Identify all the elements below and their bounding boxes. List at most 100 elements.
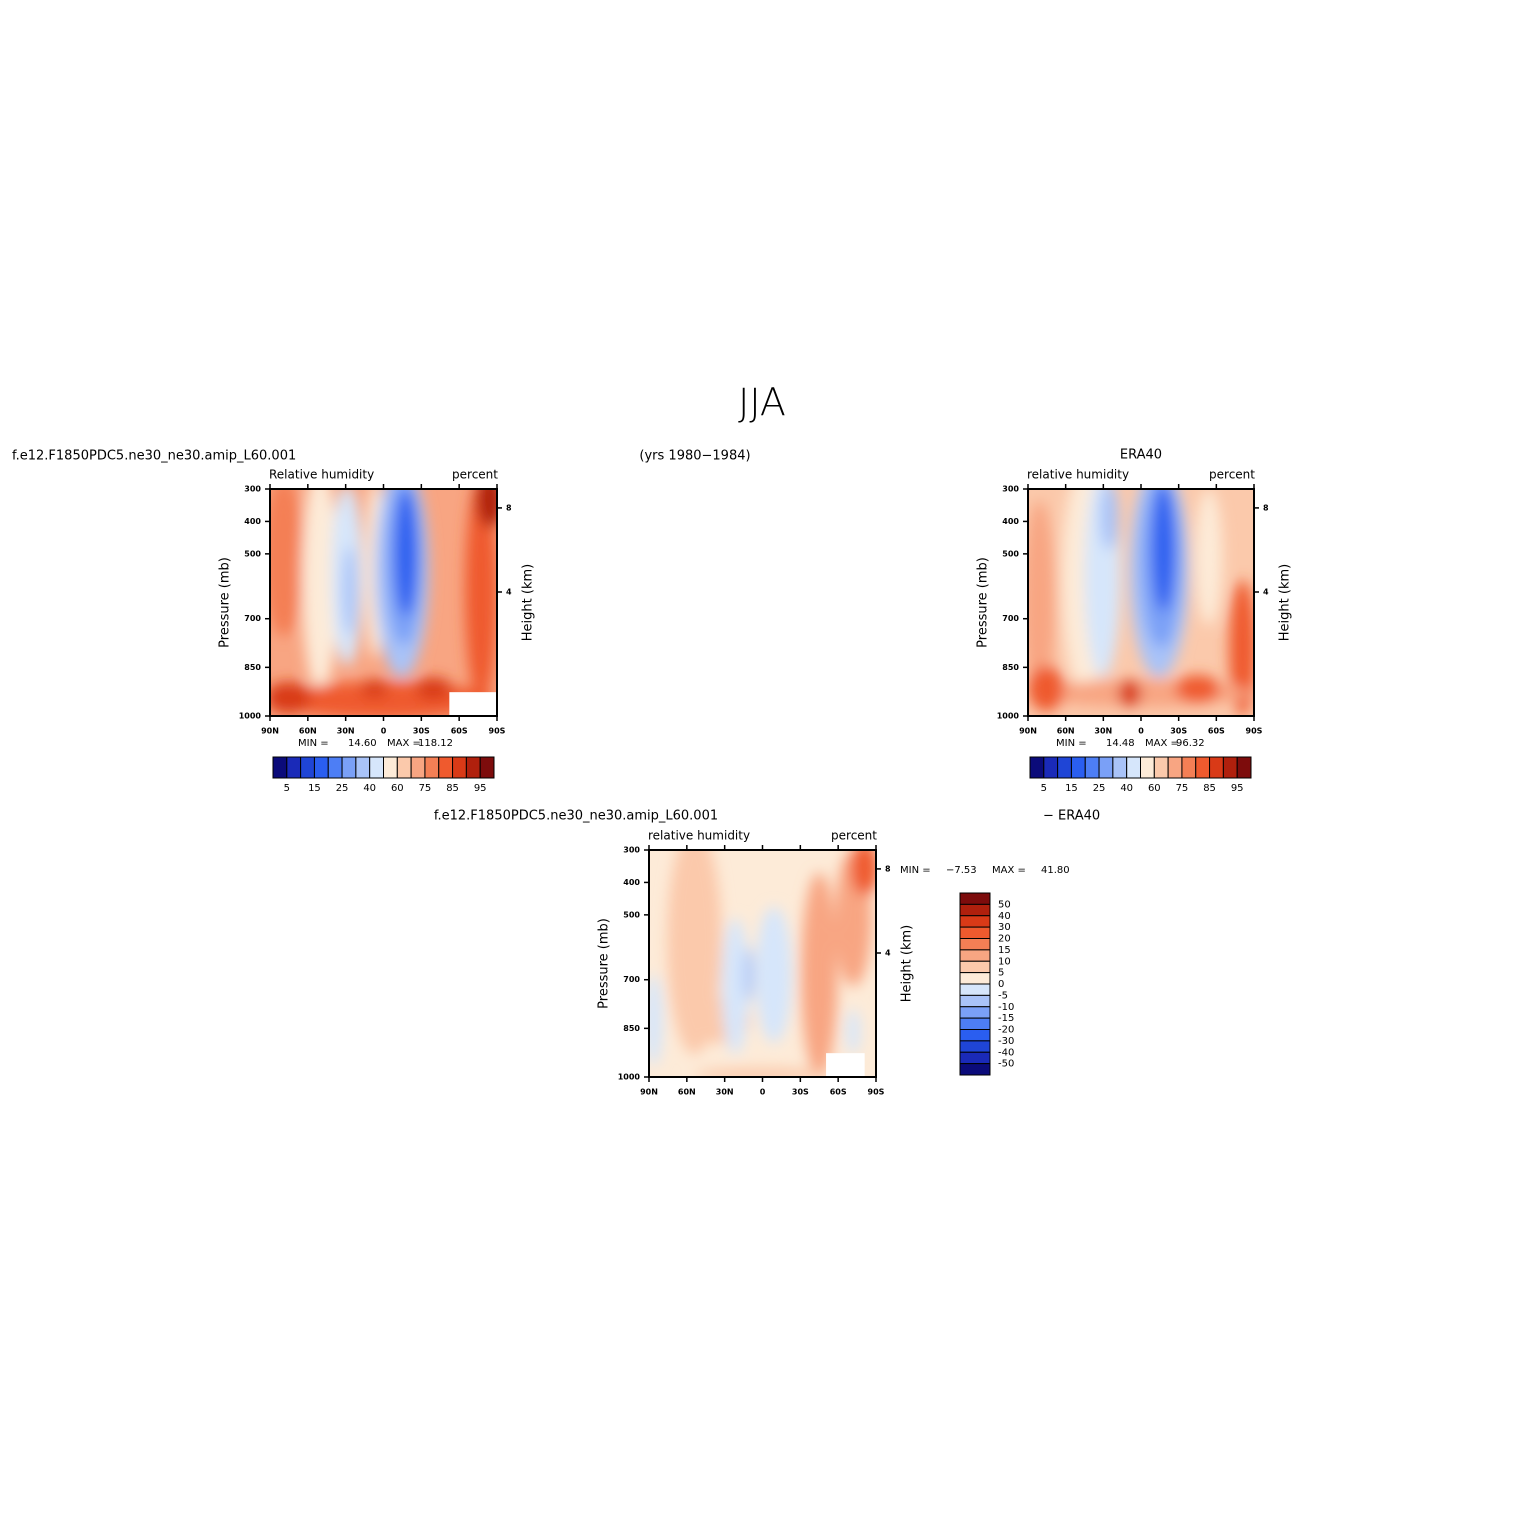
contour-shapes: [270, 489, 497, 716]
x-tick-label: 60N: [678, 1088, 696, 1097]
x-tick-label: 0: [381, 727, 387, 736]
colorbar-label: 85: [1203, 783, 1216, 794]
missing-region: [449, 692, 497, 716]
colorbar-box: [286, 756, 302, 779]
colorbar-label: 5: [284, 783, 290, 794]
colorbar-label: -40: [998, 1047, 1014, 1058]
contour-field: [649, 850, 876, 1077]
colorbar-label: 5: [1041, 783, 1047, 794]
x-tick-label: 30N: [337, 727, 355, 736]
colorbar-box: [959, 1063, 991, 1076]
contour-region: [415, 677, 452, 701]
contour-region: [744, 947, 754, 1003]
contour-region: [476, 489, 497, 528]
y-axis-label: Pressure (mb): [218, 557, 233, 648]
colorbar-label: 60: [391, 783, 404, 794]
colorbar-box: [1029, 756, 1045, 779]
colorbar-box: [1126, 756, 1141, 779]
colorbar-label: 40: [998, 911, 1011, 922]
y-tick-label: 500: [1002, 549, 1019, 558]
y2-tick-label: 4: [1263, 587, 1269, 596]
colorbar-box: [1222, 756, 1238, 779]
colorbar-box: [313, 756, 329, 779]
panel-title: ERA40: [1120, 448, 1162, 463]
y-tick-label: 700: [244, 614, 261, 623]
colorbar-box: [424, 756, 440, 779]
contour-region: [465, 489, 497, 705]
y2-axis-label: Height (km): [900, 925, 915, 1002]
colorbar-box: [1070, 756, 1086, 779]
y-tick-label: 300: [1002, 485, 1019, 494]
colorbar-box: [369, 756, 384, 779]
colorbar-box: [1057, 756, 1072, 779]
x-tick-label: 0: [1138, 727, 1144, 736]
x-tick-label: 60N: [299, 727, 317, 736]
colorbar-label: 85: [446, 783, 459, 794]
colorbar-box: [465, 756, 481, 779]
colorbar-box: [959, 960, 991, 974]
colorbar-label: 40: [1120, 783, 1133, 794]
y2-axis-label: Height (km): [1278, 564, 1293, 641]
contour-region: [694, 1067, 831, 1077]
y-tick-label: 400: [244, 517, 261, 526]
x-tick-label: 90N: [1019, 727, 1037, 736]
colorbar-box: [1236, 756, 1252, 779]
colorbar-box: [959, 1051, 991, 1065]
contour-region: [1028, 666, 1065, 712]
right-string: percent: [831, 829, 877, 843]
contour-region: [1195, 489, 1223, 626]
y-tick-label: 850: [1002, 663, 1019, 672]
case-label: f.e12.F1850PDC5.ne30_ne30.amip_L60.001: [12, 449, 296, 464]
stat-text: 96.32: [1176, 738, 1205, 749]
colorbar-label: 60: [1148, 783, 1161, 794]
contour-region: [649, 974, 663, 1066]
colorbar-box: [1181, 756, 1197, 779]
x-tick-label: 90N: [261, 727, 279, 736]
colorbar-box: [959, 1029, 991, 1042]
contour-region: [270, 489, 305, 637]
stat-text: MAX =: [1145, 738, 1179, 749]
colorbar-box: [959, 972, 991, 985]
colorbar-box: [959, 915, 991, 928]
colorbar-box: [959, 903, 991, 917]
colorbar-box: [959, 926, 991, 939]
y-tick-label: 500: [623, 910, 640, 919]
colorbar-label: -30: [998, 1036, 1014, 1047]
colorbar-box: [300, 756, 315, 779]
x-tick-label: 60N: [1057, 727, 1075, 736]
y2-tick-label: 8: [506, 503, 512, 512]
y-tick-label: 1000: [618, 1073, 641, 1082]
y-axis-label: Pressure (mb): [976, 557, 991, 648]
panel-title: f.e12.F1850PDC5.ne30_ne30.amip_L60.001: [434, 809, 718, 824]
contour-region: [1174, 675, 1221, 703]
contour-region: [755, 906, 793, 1043]
x-tick-label: 30N: [716, 1088, 734, 1097]
colorbar-label: 0: [998, 979, 1004, 990]
colorbar-label: -15: [998, 1013, 1014, 1024]
contour-field: [270, 489, 497, 716]
colorbar-label: 15: [1065, 783, 1078, 794]
left-string: Relative humidity: [269, 468, 374, 482]
stat-text: MAX =: [992, 865, 1026, 876]
colorbar-box: [959, 938, 991, 951]
stat-text: 14.48: [1106, 738, 1135, 749]
colorbar-label: 50: [998, 899, 1011, 910]
colorbar-box: [959, 994, 991, 1008]
colorbar-label: 15: [998, 945, 1011, 956]
left-string: relative humidity: [1027, 468, 1129, 482]
y-tick-label: 1000: [997, 712, 1020, 721]
colorbar-label: 25: [336, 783, 349, 794]
x-tick-label: 30N: [1094, 727, 1112, 736]
stat-text: 14.60: [348, 738, 377, 749]
stat-text: −7.53: [946, 865, 977, 876]
y-tick-label: 850: [623, 1024, 640, 1033]
colorbar-box: [1084, 756, 1100, 779]
colorbar-box: [355, 756, 371, 779]
right-string: percent: [452, 468, 498, 482]
colorbar-box: [452, 756, 467, 779]
colorbar-label: 95: [1231, 783, 1244, 794]
contour-region: [1100, 489, 1119, 551]
years-label: (yrs 1980−1984): [639, 449, 750, 464]
panel-title-right: − ERA40: [1043, 809, 1100, 824]
colorbar-box: [327, 756, 343, 779]
